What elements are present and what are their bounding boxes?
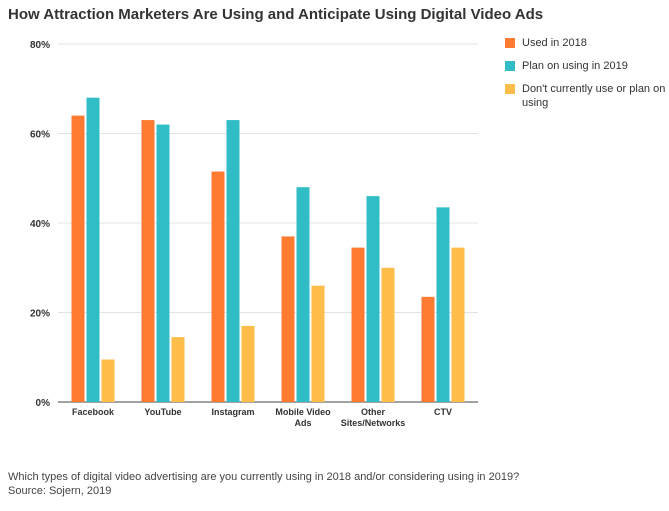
bar <box>101 359 115 402</box>
legend-label: Don't currently use or plan on using <box>522 83 666 109</box>
bar <box>211 171 225 402</box>
bar-chart: 0% 20% 40% 60% 80% Facebook YouTube Instagram M… <box>30 40 478 428</box>
legend-swatch <box>505 38 515 48</box>
bar <box>141 120 155 402</box>
footer-source: Source: Sojern, 2019 <box>8 485 112 497</box>
y-tick-label: 20% <box>30 309 50 320</box>
chart-footer: Which types of digital video advertising… <box>8 470 519 498</box>
y-tick-label: 0% <box>36 398 51 409</box>
bar <box>71 115 85 402</box>
bar <box>296 187 310 402</box>
x-tick-label: Other Sites/Networks <box>341 407 406 428</box>
bar <box>156 124 170 403</box>
bar <box>366 196 380 402</box>
x-tick-label: Facebook <box>72 407 115 417</box>
bar <box>281 236 295 402</box>
y-tick-label: 40% <box>30 219 50 230</box>
bar <box>241 325 255 402</box>
legend-swatch <box>505 84 515 94</box>
x-tick-label: Mobile Video Ads <box>275 407 331 428</box>
chart-title: How Attraction Marketers Are Using and A… <box>8 6 544 23</box>
legend: Used in 2018 Plan on using in 2019 Don't… <box>505 36 667 119</box>
bar <box>351 247 365 402</box>
bars <box>71 97 465 403</box>
bar <box>451 247 465 402</box>
x-tick-label: Instagram <box>211 407 254 417</box>
x-tick-label: YouTube <box>144 407 181 417</box>
gridlines <box>58 43 478 403</box>
x-axis-labels: Facebook YouTube Instagram Mobile Video Ads O… <box>72 407 452 428</box>
bar <box>171 337 185 402</box>
footer-note: Which types of digital video advertising… <box>8 471 520 483</box>
legend-label: Plan on using in 2019 <box>522 60 628 72</box>
y-tick-label: 60% <box>30 130 50 141</box>
bar <box>381 267 395 402</box>
bar <box>226 120 240 402</box>
legend-swatch <box>505 61 515 71</box>
bar <box>421 296 435 402</box>
legend-item-dont-use: Don't currently use or plan on using <box>505 82 667 110</box>
y-tick-label: 80% <box>30 40 50 51</box>
bar <box>86 97 100 402</box>
legend-label: Used in 2018 <box>522 37 587 49</box>
legend-item-plan-2019: Plan on using in 2019 <box>505 59 667 73</box>
x-tick-label: CTV <box>434 407 452 417</box>
bar <box>436 207 450 402</box>
legend-item-used-2018: Used in 2018 <box>505 36 667 50</box>
bar <box>311 285 325 402</box>
y-axis-ticks: 0% 20% 40% 60% 80% <box>30 40 50 409</box>
